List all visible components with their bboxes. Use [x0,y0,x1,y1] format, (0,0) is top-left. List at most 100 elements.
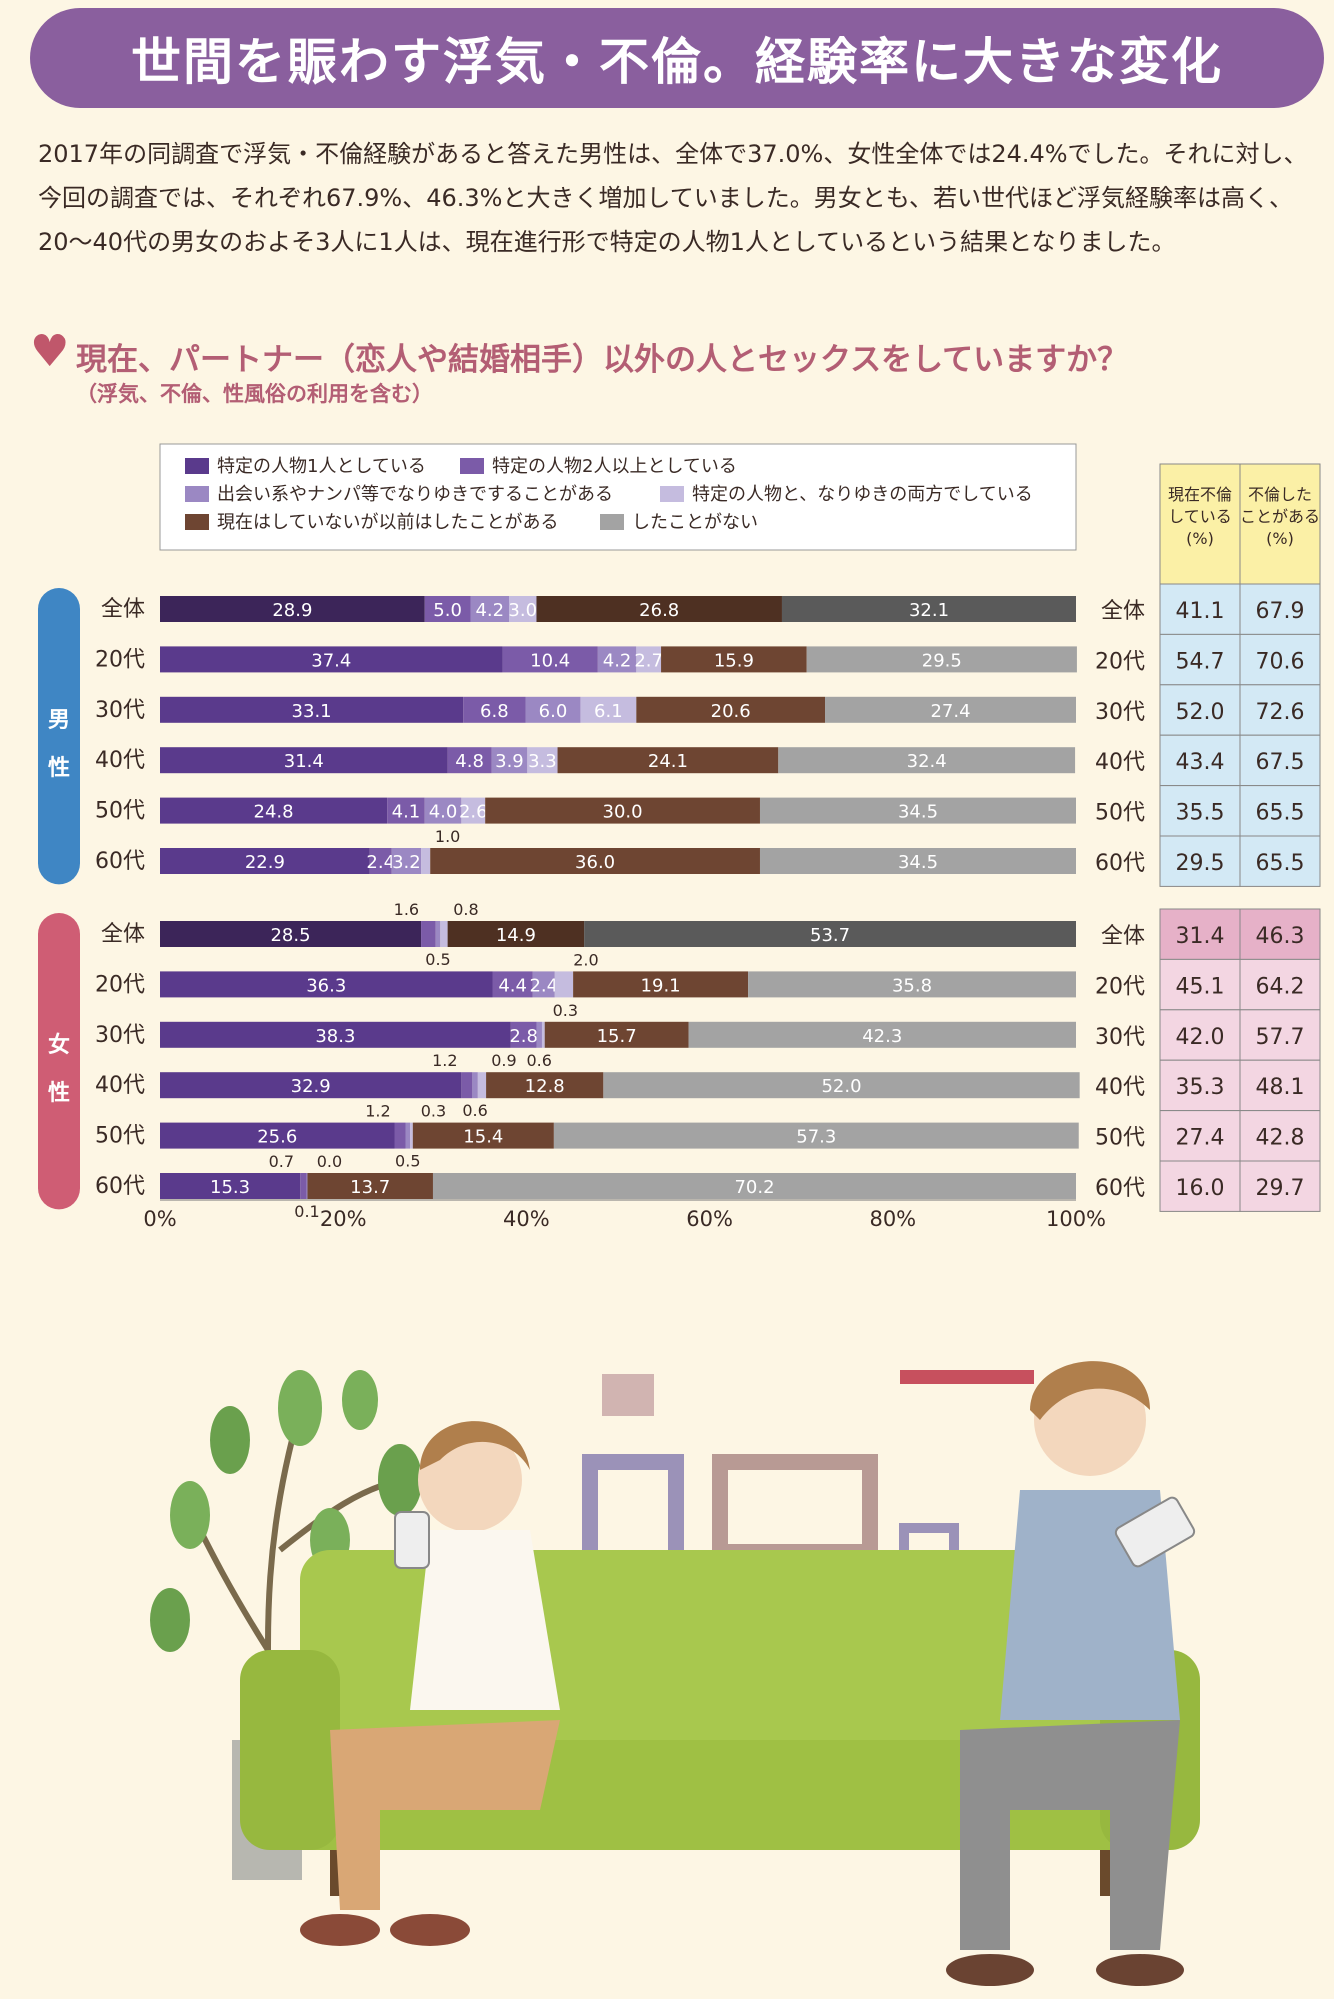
bar-value-label: 3.0 [508,600,537,621]
table-header-label: 現在不倫している(%) [1168,485,1232,548]
group-label: 性 [48,756,70,781]
bar-segment [160,596,425,622]
bar-segment [405,1122,411,1149]
bar-value-callout: 0.6 [526,1051,551,1070]
bar-value-callout: 1.2 [432,1051,457,1070]
bar-segment [160,646,503,673]
bar-value-label: 36.3 [306,975,346,996]
bar-value-label: 28.5 [270,925,310,946]
wall-frame [602,1374,654,1416]
bar-segment [447,921,585,947]
bar-value-label: 14.9 [496,925,536,946]
bar-value-label: 36.0 [575,852,615,873]
bar-value-callout: 2.0 [573,950,598,969]
bar-value-label: 22.9 [245,852,285,873]
bar-segment [492,971,533,998]
bar-value-label: 4.4 [498,975,527,996]
bar-segment [510,1021,537,1048]
bar-segment [553,1122,1079,1149]
bar-segment [410,1122,413,1149]
bar-value-callout: 0.8 [453,900,478,919]
table-cell [1239,1009,1321,1061]
bar-value-label: 34.5 [898,802,938,823]
bar-segment [636,646,662,673]
table-value: 54.7 [1176,649,1225,674]
bar-segment [306,1173,308,1199]
table-value: 41.1 [1176,599,1225,624]
bar-value-label: 3.3 [528,751,557,772]
bar-value-label: 29.5 [922,650,962,671]
bar-value-label: 25.6 [257,1127,297,1148]
bar-value-label: 32.4 [907,751,947,772]
bar-value-label: 3.9 [495,751,524,772]
legend-swatch [660,486,684,502]
row-label: 30代 [95,1023,145,1048]
table-cell [1159,785,1241,837]
bar-segment [160,1021,511,1048]
bar-segment [160,971,493,998]
legend-swatch [460,458,484,474]
man-slipper [1096,1954,1184,1986]
bar-segment [463,696,526,723]
bar-value-callout: 0.5 [425,950,450,969]
female-badge [38,913,80,1210]
table-value: 67.5 [1256,750,1305,775]
table-cell [1159,958,1241,1011]
table-cell [1239,785,1321,837]
bar-value-label: 6.1 [594,701,623,722]
table-header-label: 不倫したことがある(%) [1240,485,1320,548]
bar-segment [394,1122,406,1149]
survey-question-note: （浮気、不倫、性風俗の利用を含む） [76,382,433,406]
bar-segment [160,747,448,774]
stacked-bar-chart: 特定の人物1人としている 特定の人物2人以上としている出会い系やナンパ等でなりゆき… [38,443,1321,1231]
bar-segment [485,797,760,824]
bar-segment [748,971,1076,998]
page-title: 世間を賑わす浮気・不倫。経験率に大きな変化 [131,33,1223,91]
bar-value-label: 4.1 [392,802,421,823]
survey-question: 現在、パートナー（恋人や結婚相手）以外の人とセックスをしていますか？ [76,342,1129,378]
intro-paragraph: 2017年の同調査で浮気・不倫経験があると答えた男性は、全体で37.0%、女性全… [38,140,1308,256]
table-cell [1159,583,1241,635]
bar-segment [597,646,637,673]
bar-segment [491,747,528,774]
bar-value-label: 33.1 [292,701,332,722]
bar-segment [554,971,574,998]
bar-value-label: 4.8 [455,751,484,772]
bar-segment [424,596,471,622]
table-value: 52.0 [1176,700,1225,725]
bar-value-callout: 0.5 [395,1152,420,1171]
legend-label: 特定の人物1人としている [217,456,426,477]
table-cell [1159,1110,1241,1162]
legend-box [159,443,1077,551]
bar-segment [300,1173,307,1199]
bar-value-label: 5.0 [433,600,462,621]
bar-segment [580,696,637,723]
table-value: 29.7 [1256,1176,1305,1201]
bar-segment [387,797,425,824]
plant-leaf [150,1588,190,1652]
group-label: 女 [48,1032,70,1058]
row-label: 30代 [95,698,145,723]
bar-value-label: 4.0 [429,802,458,823]
row-label: 50代 [95,799,145,824]
table-cell [1159,1160,1241,1212]
title-banner: 世間を賑わす浮気・不倫。経験率に大きな変化 [30,8,1324,108]
man-phone [1114,1496,1196,1568]
table-cell [1159,835,1241,887]
woman-hair [420,1421,530,1470]
woman-body [410,1530,560,1710]
row-label: 50代 [95,1124,145,1149]
bar-segment [160,1173,301,1199]
bar-segment [160,921,422,947]
bar-value-label: 42.3 [862,1026,902,1047]
bar-value-callout: 1.2 [365,1102,390,1121]
legend-swatch [600,514,624,530]
table-cell [1239,908,1321,960]
bar-segment [541,1021,545,1048]
table-value: 70.6 [1256,649,1305,674]
bar-segment [806,646,1077,673]
bar-value-callout: 0.7 [269,1152,294,1171]
bar-value-label: 38.3 [315,1026,355,1047]
couple-on-sofa-illustration [150,1361,1200,1986]
bar-value-label: 53.7 [810,925,850,946]
